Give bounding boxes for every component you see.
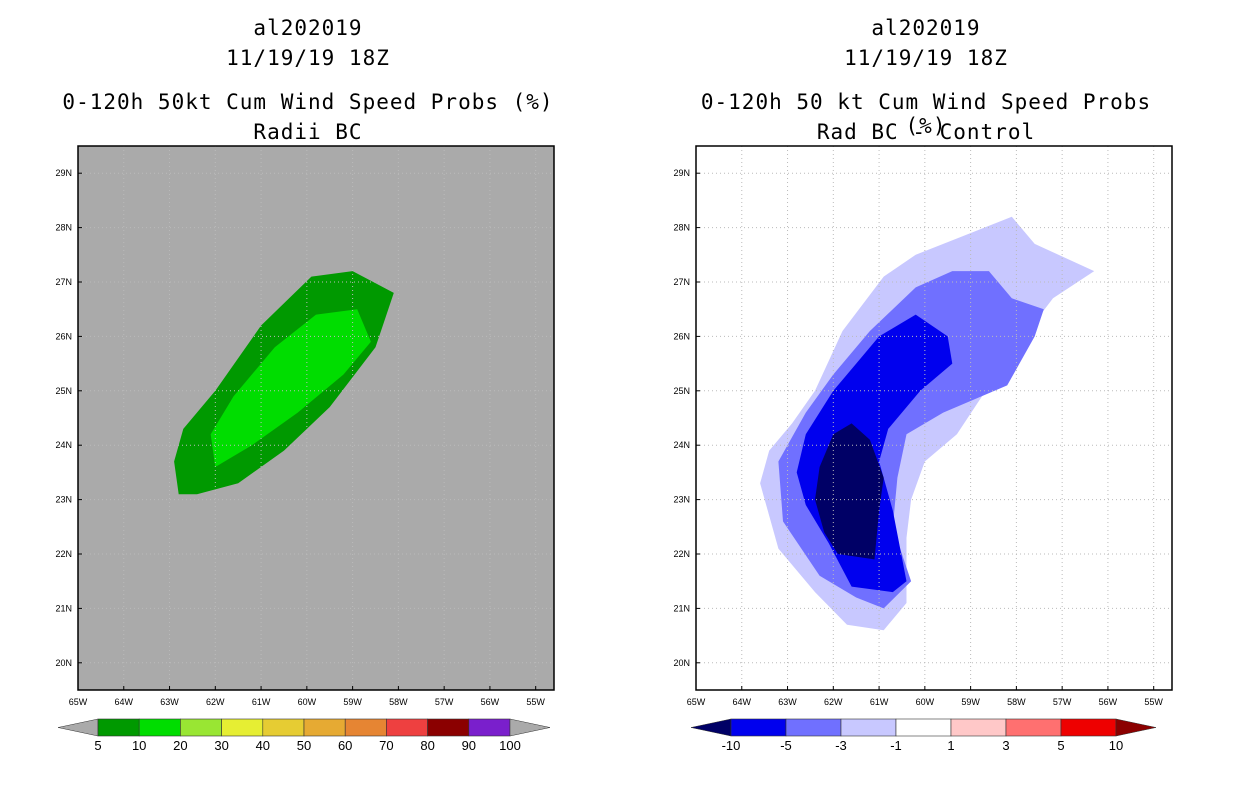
left-title-subtitle: Radii BC (253, 120, 363, 144)
y-tick-label: 21N (55, 603, 72, 613)
x-tick-label: 62W (824, 697, 843, 707)
colorbar-label: 30 (214, 738, 228, 753)
colorbar-under-triangle (57, 718, 99, 737)
y-tick-label: 28N (55, 223, 72, 233)
left-title-storm: al202019 (253, 16, 363, 40)
y-tick-label: 24N (673, 440, 690, 450)
contour-group (760, 216, 1095, 631)
colorbar-over-triangle (1115, 718, 1157, 737)
colorbar-swatch-2 (840, 718, 897, 737)
y-tick-label: 27N (55, 277, 72, 287)
colorbar-swatch-0 (730, 718, 787, 737)
left-title-date: 11/19/19 18Z (226, 46, 390, 70)
right-map-panel: 65W 64W 63W 62W 61W 60W 59W 58W 57W 56W 55W 29N 28N 2… (673, 145, 1173, 753)
colorbar-label: 5 (1057, 738, 1064, 753)
x-tick-label: 55W (526, 697, 545, 707)
right-title-subtitle: Rad BC - Control (816, 120, 1036, 144)
x-tick-label: 64W (733, 697, 752, 707)
plot-frame (695, 145, 1173, 691)
colorbar-label: -3 (835, 738, 847, 753)
x-tick-label: 58W (1007, 697, 1026, 707)
y-tick-label: 22N (55, 549, 72, 559)
y-tick-label: 23N (673, 495, 690, 505)
x-tick-label: 58W (389, 697, 408, 707)
colorbar-label: 70 (379, 738, 393, 753)
x-tick-label: 65W (687, 697, 706, 707)
colorbar-label: 20 (173, 738, 187, 753)
right-title-product: 0-120h 50 kt Cum Wind Speed Probs (%) (700, 90, 1152, 138)
x-tick-label: 60W (916, 697, 935, 707)
y-tick-label: 27N (673, 277, 690, 287)
colorbar-label: -1 (890, 738, 902, 753)
y-tick-label: 25N (55, 386, 72, 396)
colorbar-label: 3 (1002, 738, 1009, 753)
colorbar-label: -10 (722, 738, 741, 753)
x-tick-label: 64W (115, 697, 134, 707)
y-tick-label: 25N (673, 386, 690, 396)
y-tick-label: 26N (673, 331, 690, 341)
y-tick-label: 22N (673, 549, 690, 559)
y-tick-label: 23N (55, 495, 72, 505)
y-tick-label: 29N (55, 168, 72, 178)
x-tick-label: 55W (1144, 697, 1163, 707)
colorbar-swatch-0 (97, 718, 140, 737)
colorbar-swatch-6 (344, 718, 387, 737)
colorbar-label: 60 (338, 738, 352, 753)
x-tick-label: 56W (1099, 697, 1118, 707)
colorbar-swatch-1 (785, 718, 842, 737)
colorbar-swatch-5 (303, 718, 346, 737)
x-tick-label: 59W (961, 697, 980, 707)
contour-fill-3 (815, 423, 884, 560)
x-tick-label: 56W (481, 697, 500, 707)
left-map-panel: 65W 64W 63W 62W 61W 60W 59W 58W 57W 56W 55W 29N 28N 2… (55, 145, 555, 753)
x-tick-label: 61W (252, 697, 271, 707)
colorbar-swatch-5 (1005, 718, 1062, 737)
x-tick-label: 62W (206, 697, 225, 707)
x-tick-label: 61W (870, 697, 889, 707)
colorbar-swatch-4 (262, 718, 305, 737)
y-tick-label: 20N (55, 658, 72, 668)
plot-frame (77, 145, 555, 691)
x-tick-label: 63W (778, 697, 797, 707)
y-tick-label: 20N (673, 658, 690, 668)
contour-group (174, 271, 394, 495)
right-title-date: 11/19/19 18Z (844, 46, 1008, 70)
colorbar-swatch-2 (180, 718, 222, 737)
y-tick-label: 26N (55, 331, 72, 341)
colorbar-label: 1 (947, 738, 954, 753)
colorbar-label: 10 (1109, 738, 1123, 753)
colorbar-swatch-6 (1060, 718, 1117, 737)
colorbar-swatch-9 (468, 718, 511, 737)
right-title-storm: al202019 (871, 16, 981, 40)
colorbar-swatch-7 (386, 718, 428, 737)
x-tick-label: 59W (343, 697, 362, 707)
colorbar-swatch-3 (895, 718, 952, 737)
colorbar-swatch-1 (138, 718, 181, 737)
colorbar-label: 5 (94, 738, 101, 753)
colorbar-label: 10 (132, 738, 146, 753)
x-tick-label: 57W (1053, 697, 1072, 707)
colorbar-over-triangle (509, 718, 551, 737)
colorbar-label: -5 (780, 738, 792, 753)
colorbar-label: 80 (420, 738, 434, 753)
y-tick-label: 29N (673, 168, 690, 178)
colorbar-swatch-4 (950, 718, 1007, 737)
x-tick-label: 57W (435, 697, 454, 707)
colorbar-label: 50 (297, 738, 311, 753)
x-tick-label: 63W (160, 697, 179, 707)
colorbar-label: 40 (256, 738, 270, 753)
colorbar-label: 100 (499, 738, 521, 753)
x-tick-label: 60W (298, 697, 317, 707)
contour-fill-1 (210, 309, 371, 467)
left-title-product: 0-120h 50kt Cum Wind Speed Probs (%) (62, 90, 554, 114)
colorbar-under-triangle (690, 718, 732, 737)
y-tick-label: 28N (673, 223, 690, 233)
x-tick-label: 65W (69, 697, 88, 707)
colorbar-swatch-3 (221, 718, 264, 737)
colorbar-label: 90 (462, 738, 476, 753)
colorbar-swatch-8 (427, 718, 470, 737)
y-tick-label: 24N (55, 440, 72, 450)
y-tick-label: 21N (673, 603, 690, 613)
